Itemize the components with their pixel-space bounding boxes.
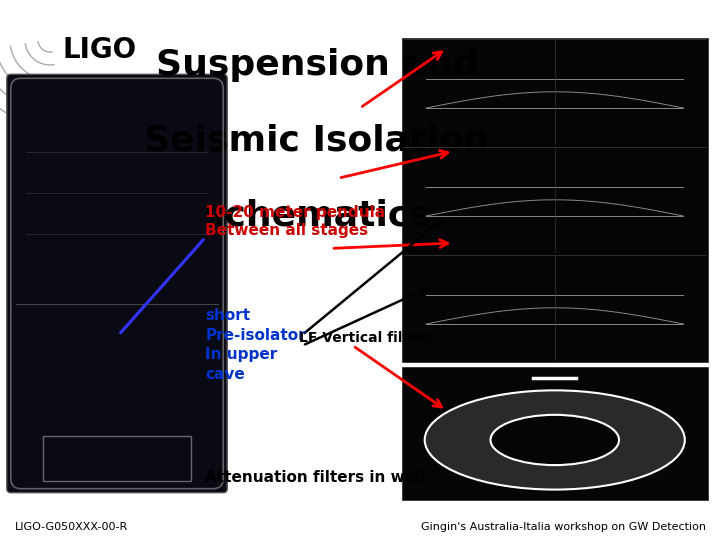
Text: Attenuation filters in well: Attenuation filters in well <box>205 470 426 485</box>
Text: Gingin's Australia-Italia workshop on GW Detection: Gingin's Australia-Italia workshop on GW… <box>420 522 706 531</box>
Text: 10-20 meter pendula
Between all stages: 10-20 meter pendula Between all stages <box>205 205 385 238</box>
Ellipse shape <box>490 415 619 465</box>
Text: LIGO-G050XXX-00-R: LIGO-G050XXX-00-R <box>14 522 127 531</box>
Bar <box>402 367 708 500</box>
Text: Seismic Isolation: Seismic Isolation <box>144 124 490 157</box>
Text: short
Pre-isolator
In upper
cave: short Pre-isolator In upper cave <box>205 308 306 382</box>
Text: LF Vertical filters: LF Vertical filters <box>299 330 433 345</box>
Bar <box>42 436 192 481</box>
Text: Suspension and: Suspension and <box>156 48 478 82</box>
Bar <box>402 38 708 362</box>
Text: LIGO: LIGO <box>63 36 137 64</box>
FancyBboxPatch shape <box>6 75 228 492</box>
Text: schematics: schematics <box>203 199 431 233</box>
Ellipse shape <box>425 390 685 490</box>
